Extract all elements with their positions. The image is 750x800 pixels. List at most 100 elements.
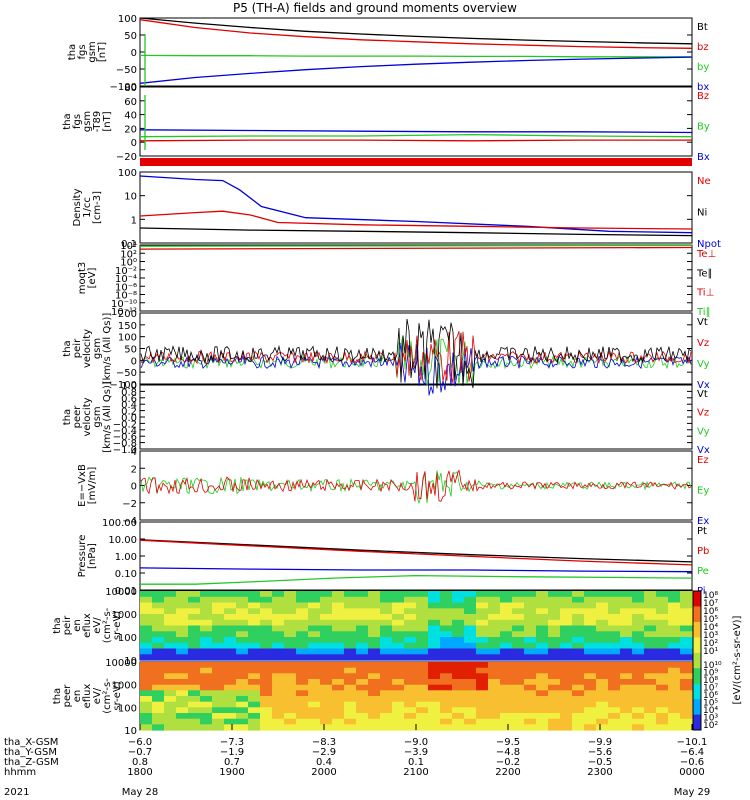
spectrogram-cell xyxy=(416,608,429,615)
spectrogram-cell xyxy=(248,596,261,604)
spectrogram-cell xyxy=(656,718,669,725)
spectrogram-cell xyxy=(188,696,201,703)
spectrogram-cell xyxy=(668,654,681,661)
spectrogram-cell xyxy=(332,673,345,680)
y-axis-label: gsm xyxy=(82,111,93,132)
spectrogram-cell xyxy=(440,625,453,632)
spectrogram-cell xyxy=(572,707,585,714)
spectrogram-cell xyxy=(560,591,573,598)
spectrogram-cell xyxy=(368,690,381,697)
spectrogram-cell xyxy=(176,614,189,621)
spectrogram-cell xyxy=(236,654,249,661)
spectrogram-cell xyxy=(668,673,681,680)
spectrogram-cell xyxy=(548,602,561,609)
spectrogram-cell xyxy=(200,619,213,627)
spectrogram-cell xyxy=(536,614,549,621)
spectrogram-cell xyxy=(584,654,597,661)
spectrogram-cell xyxy=(608,707,621,714)
spectrogram-cell xyxy=(296,602,309,609)
spectrogram-cell xyxy=(260,631,273,638)
spectrogram-cell xyxy=(164,602,177,609)
spectrogram-cell xyxy=(500,596,513,604)
spectrogram-cell xyxy=(524,596,537,604)
spectrogram-cell xyxy=(464,701,477,708)
spectrogram-cell xyxy=(332,631,345,638)
spectrogram-cell xyxy=(260,707,273,714)
spectrogram-cell xyxy=(536,662,549,669)
spectrogram-cell xyxy=(464,713,477,720)
spectrogram-cell xyxy=(596,696,609,703)
spectrogram-cell xyxy=(632,608,645,615)
spectrogram-cell xyxy=(476,591,489,598)
spectrogram-cell xyxy=(560,673,573,680)
spectrogram-cell xyxy=(680,701,693,708)
panel-frame-pressure xyxy=(139,521,693,591)
spectrogram-cell xyxy=(176,707,189,714)
spectrogram-cell xyxy=(308,667,321,674)
spectrogram-cell xyxy=(656,637,669,644)
spectrogram-cell xyxy=(248,648,261,655)
spectrogram-cell xyxy=(464,690,477,697)
spectrogram-cell xyxy=(212,707,225,714)
y-axis-label: gsm xyxy=(92,338,103,359)
spectrogram-cell xyxy=(488,718,501,725)
x-tick-label: −4.8 xyxy=(496,747,520,758)
spectrogram-cell xyxy=(584,614,597,621)
spectrogram-cell xyxy=(668,637,681,644)
spectrogram-cell xyxy=(308,642,321,650)
spectrogram-cell xyxy=(164,642,177,650)
y-axis-label: tha xyxy=(62,340,73,356)
legend-Vz: Vz xyxy=(697,408,709,419)
spectrogram-cell xyxy=(308,614,321,621)
spectrogram-cell xyxy=(524,690,537,697)
colorbar-tick-label: 10² xyxy=(703,639,718,649)
spectrogram-cell xyxy=(344,637,357,644)
spectrogram-cell xyxy=(488,673,501,680)
spectrogram-cell xyxy=(332,690,345,697)
spectrogram-cell xyxy=(668,707,681,714)
spectrogram-cell xyxy=(548,684,561,691)
spectrogram-cell xyxy=(476,625,489,632)
spectrogram-cell xyxy=(536,642,549,650)
spectrogram-cell xyxy=(584,713,597,720)
y-tick-label: −20 xyxy=(116,152,137,163)
spectrogram-cell xyxy=(152,648,165,655)
spectrogram-cell xyxy=(188,679,201,686)
spectrogram-cell xyxy=(260,701,273,708)
spectrogram-cell xyxy=(620,707,633,714)
y-tick-label: 2 xyxy=(131,464,137,475)
spectrogram-cell xyxy=(584,642,597,650)
spectrogram-cell xyxy=(164,724,177,731)
spectrogram-cell xyxy=(404,696,417,703)
spectrogram-cell xyxy=(620,667,633,674)
legend-Vt: Vt xyxy=(697,389,708,400)
spectrogram-cell xyxy=(380,602,393,609)
spectrogram-cell xyxy=(452,596,465,604)
y-tick-label: 10⁻⁶ xyxy=(115,282,137,293)
spectrogram-cell xyxy=(260,718,273,725)
spectrogram-cell xyxy=(308,673,321,680)
spectrogram-cell xyxy=(344,667,357,674)
spectrogram-cell xyxy=(524,637,537,644)
spectrogram-cell xyxy=(200,591,213,598)
spectrogram-cell xyxy=(452,713,465,720)
spectrogram-cell xyxy=(308,690,321,697)
spectrogram-cell xyxy=(332,648,345,655)
spectrogram-cell xyxy=(464,631,477,638)
spectrogram-cell xyxy=(296,662,309,669)
spectrogram-cell xyxy=(512,707,525,714)
spectrogram-cell xyxy=(152,718,165,725)
spectrogram-cell xyxy=(332,625,345,632)
x-tick-label: −8.3 xyxy=(312,737,336,748)
spectrogram-cell xyxy=(560,696,573,703)
spectrogram-cell xyxy=(164,625,177,632)
spectrogram-cell xyxy=(644,713,657,720)
spectrogram-cell xyxy=(308,718,321,725)
spectrogram-cell xyxy=(440,690,453,697)
spectrogram-cell xyxy=(548,701,561,708)
y-axis-label: tha xyxy=(62,409,73,425)
spectrogram-cell xyxy=(404,713,417,720)
spectrogram-cell xyxy=(200,654,213,661)
spectrogram-cell xyxy=(236,608,249,615)
spectrogram-cell xyxy=(308,662,321,669)
